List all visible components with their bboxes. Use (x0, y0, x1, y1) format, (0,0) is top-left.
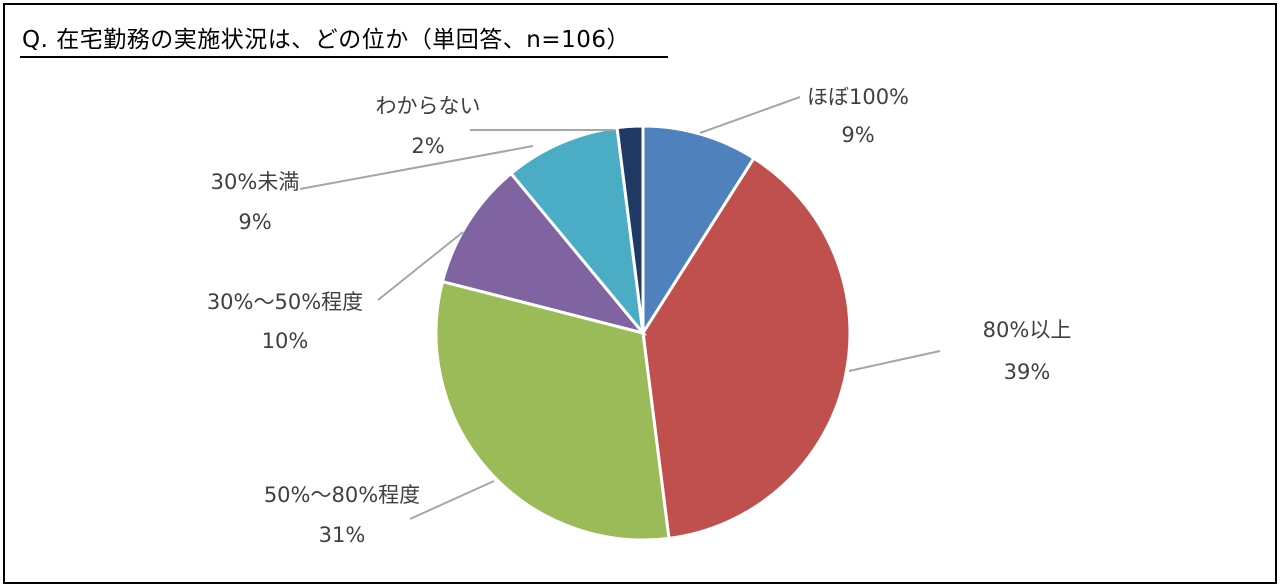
slice-category-label-4: 30%～50%程度 (207, 290, 363, 314)
leader-line-4 (377, 231, 464, 301)
slice-category-label-3: 50%～80%程度 (264, 483, 420, 507)
pie-slice-6 (615, 124, 645, 334)
slice-value-label-6: 2% (411, 134, 444, 158)
leader-line-5 (299, 145, 534, 190)
slice-category-label-6: わからない (376, 94, 481, 118)
slice-category-label-1: ほぼ100% (807, 85, 909, 109)
chart-title: Q. 在宅勤務の実施状況は、どの位か（単回答、n=106） (22, 27, 630, 53)
slice-value-label-4: 10% (262, 329, 309, 353)
leader-line-1 (699, 96, 801, 134)
pie-slice-4 (440, 171, 648, 336)
title-underline (20, 56, 668, 58)
slice-category-label-5: 30%未満 (211, 170, 300, 194)
leader-line-2 (848, 350, 941, 372)
leader-line-3 (409, 480, 495, 520)
slice-value-label-3: 31% (319, 523, 366, 547)
pie-slice-1 (641, 124, 756, 339)
pie-slice-2 (641, 156, 852, 541)
slice-value-label-5: 9% (238, 210, 271, 234)
pie-slice-3 (434, 279, 671, 542)
slice-category-label-2: 80%以上 (983, 318, 1072, 342)
slice-value-label-1: 9% (841, 123, 874, 147)
pie-slice-5 (508, 125, 646, 338)
slice-value-label-2: 39% (1004, 360, 1051, 384)
